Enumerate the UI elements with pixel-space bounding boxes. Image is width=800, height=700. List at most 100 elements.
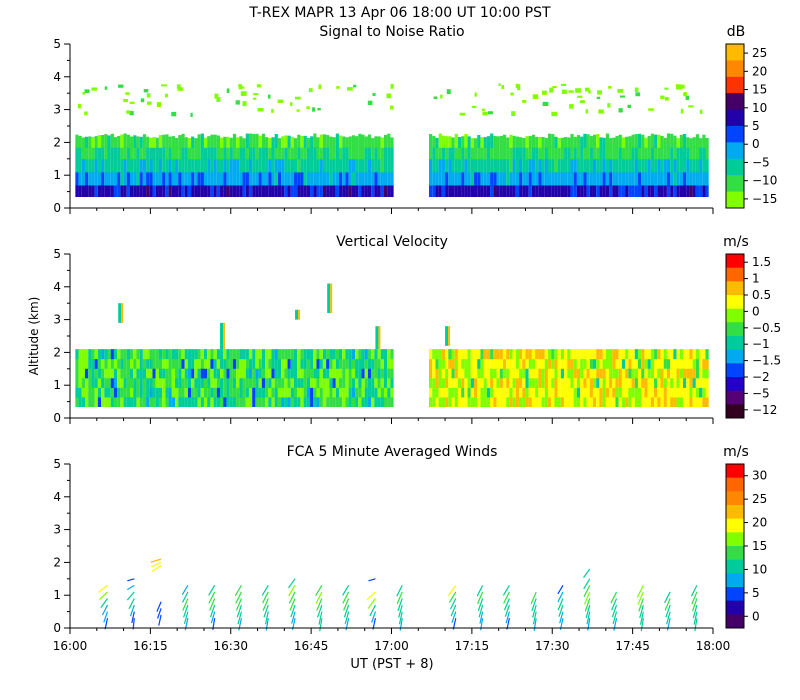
snr-cell <box>197 147 201 160</box>
snr-cell <box>348 171 352 186</box>
vv-cell <box>618 387 622 398</box>
snr-cell <box>364 136 368 148</box>
snr-cell <box>187 158 192 173</box>
snr-cell <box>631 147 635 160</box>
snr-cell <box>191 185 195 198</box>
wind-vector <box>450 604 457 617</box>
vv-cell <box>248 377 253 388</box>
snr-cell <box>499 171 503 186</box>
snr-cell <box>97 171 102 186</box>
snr-colorbar-unit: dB <box>727 24 746 40</box>
snr-cell <box>223 171 227 186</box>
vv-cell <box>284 387 288 398</box>
snr-cell <box>232 158 237 173</box>
vv-echo <box>220 322 224 350</box>
winds-colorbar-unit: m/s <box>723 444 749 460</box>
vv-cell <box>300 377 304 388</box>
x-tick-label: 16:00 <box>53 639 88 653</box>
snr-cell <box>618 158 622 173</box>
snr-cell <box>168 185 172 198</box>
snr-cell <box>332 137 336 148</box>
snr-cell <box>293 158 298 173</box>
vv-cell <box>448 396 452 408</box>
vv-cell <box>435 387 439 398</box>
vv-cell <box>554 396 558 408</box>
snr-cell <box>544 158 548 173</box>
vv-cell <box>146 377 150 388</box>
snr-echo <box>597 90 602 95</box>
snr-cell <box>248 185 253 198</box>
vv-cell <box>589 358 593 369</box>
vv-cell <box>242 349 246 360</box>
snr-cell <box>644 171 648 186</box>
snr-cell <box>329 136 333 148</box>
snr-cell <box>660 171 664 186</box>
vv-cell <box>567 396 571 408</box>
snr-cell <box>271 185 275 198</box>
vv-cell <box>438 368 442 379</box>
snr-cell <box>692 147 696 160</box>
vv-cell <box>602 349 606 360</box>
vv-cell <box>490 368 494 379</box>
wind-vector <box>99 591 108 600</box>
snr-cell <box>380 137 384 148</box>
snr-cell <box>319 134 323 148</box>
snr-cell <box>216 147 221 160</box>
colorbar-tick-label: −10 <box>752 174 777 188</box>
snr-cell <box>506 171 510 186</box>
snr-cell <box>612 171 616 186</box>
snr-cell <box>306 158 311 173</box>
vv-cell <box>528 349 532 360</box>
vv-cell <box>220 377 224 388</box>
vv-cell <box>702 396 706 408</box>
snr-cell <box>483 158 487 173</box>
snr-cell <box>522 147 526 160</box>
vv-cell <box>200 377 204 388</box>
snr-echo <box>256 84 262 88</box>
vv-cell <box>474 387 478 398</box>
vv-cell <box>178 358 182 369</box>
snr-cell <box>432 171 436 186</box>
snr-cell <box>229 185 233 198</box>
vv-cell <box>139 396 143 408</box>
snr-cell <box>692 185 696 198</box>
snr-cell <box>554 171 558 186</box>
vv-cell <box>512 368 516 379</box>
snr-echo <box>238 86 245 89</box>
wind-vector <box>478 604 484 618</box>
snr-cell <box>663 147 667 160</box>
vv-cell <box>451 358 455 369</box>
vv-cell <box>175 387 179 398</box>
x-tick-label: 16:15 <box>133 639 168 653</box>
colorbar-swatch <box>726 532 744 547</box>
snr-cell <box>120 158 124 173</box>
snr-cell <box>313 158 317 173</box>
snr-cell <box>502 185 507 198</box>
vv-cell <box>650 358 655 369</box>
vv-cell <box>592 368 597 379</box>
snr-cell <box>509 147 513 160</box>
vv-cell <box>535 358 539 369</box>
wind-vector <box>476 585 484 597</box>
snr-cell <box>162 185 166 198</box>
vv-cell <box>113 387 118 398</box>
snr-cell <box>168 158 172 173</box>
snr-cell <box>245 185 249 198</box>
vv-cell <box>123 358 127 369</box>
vv-cell <box>637 358 642 369</box>
snr-cell <box>88 185 92 198</box>
vv-cell <box>480 387 484 398</box>
colorbar-swatch <box>726 60 744 78</box>
vv-cell <box>461 377 465 388</box>
vv-cell <box>271 377 275 388</box>
vv-cell <box>689 387 693 398</box>
vv-cell <box>274 396 278 408</box>
snr-cell <box>88 136 92 148</box>
vv-cell <box>705 368 709 379</box>
vv-cell <box>316 396 320 408</box>
vv-echo <box>330 283 333 314</box>
vv-cell <box>371 349 375 360</box>
vv-cell <box>592 358 597 369</box>
vv-cell <box>110 387 114 398</box>
snr-cell <box>203 137 208 148</box>
